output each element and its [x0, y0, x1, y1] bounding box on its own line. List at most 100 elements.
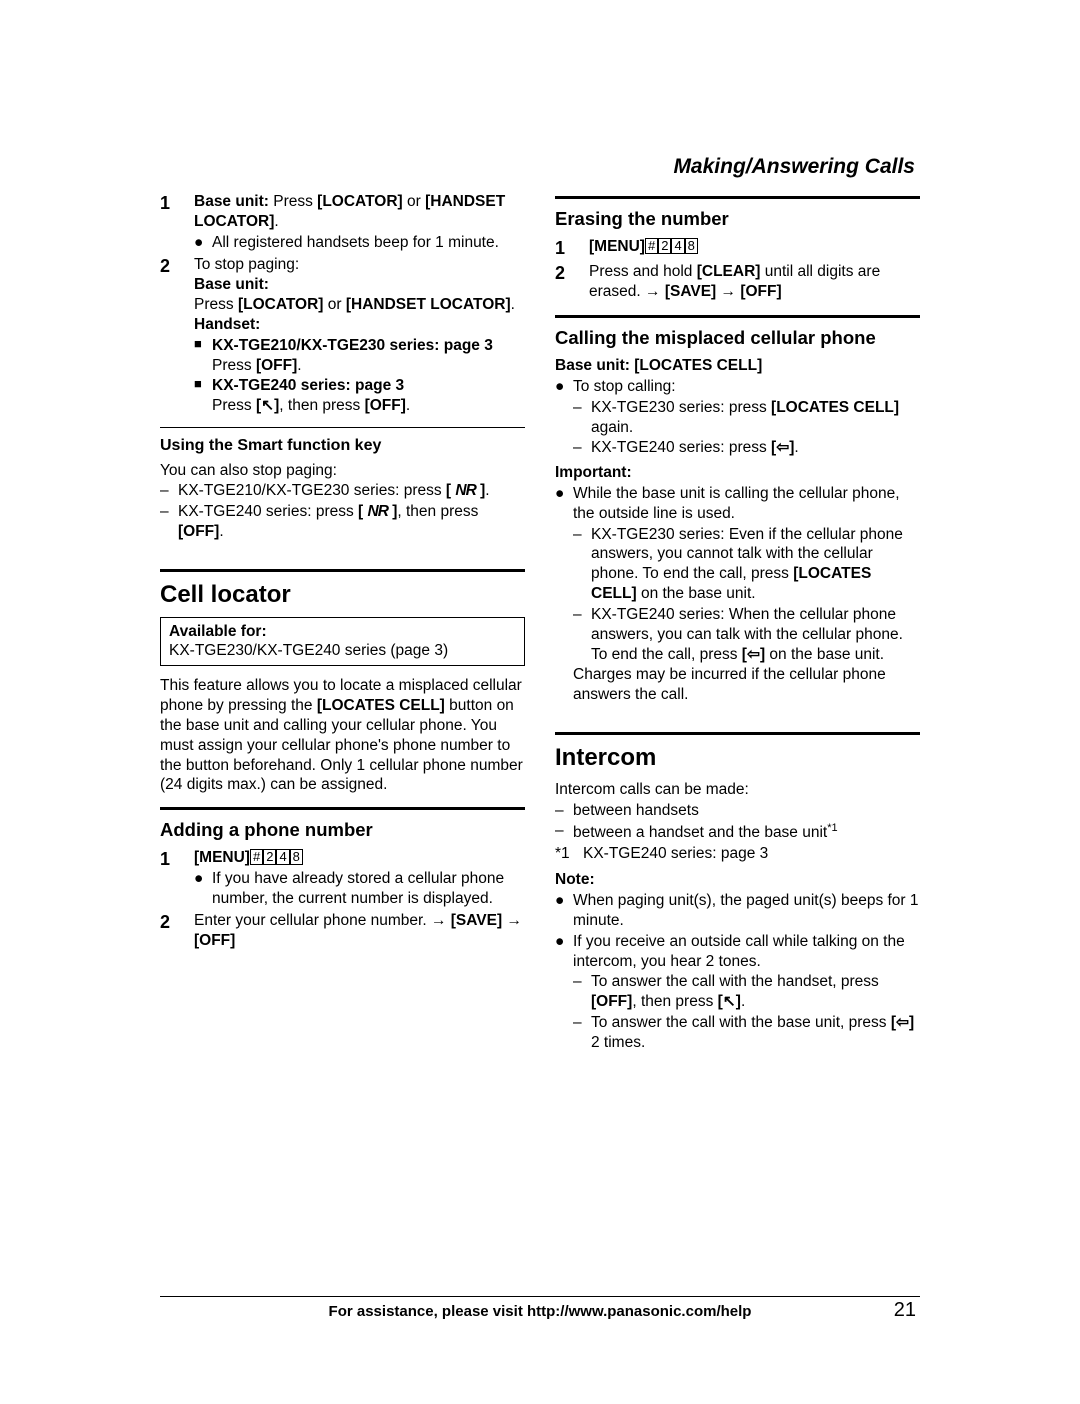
talk-icon: [261, 397, 274, 414]
divider: [160, 427, 525, 428]
talk-icon: [723, 993, 736, 1010]
bullet-mark: ●: [194, 233, 212, 253]
bullet-body: If you receive an outside call while tal…: [573, 932, 920, 1054]
text: When paging unit(s), the paged unit(s) b…: [573, 891, 920, 931]
content-columns: 1 Base unit: Press [LOCATOR] or [HANDSET…: [160, 190, 920, 1055]
step-body: Base unit: Press [LOCATOR] or [HANDSET L…: [194, 192, 525, 253]
square-item: ■ KX-TGE210/KX-TGE230 series: page 3 Pre…: [194, 336, 525, 376]
text: Press and hold: [589, 263, 697, 280]
locator-step-1: 1 Base unit: Press [LOCATOR] or [HANDSET…: [160, 192, 525, 253]
text: Press: [212, 357, 256, 374]
dash-item: – KX-TGE230 series: press [LOCATES CELL]…: [573, 398, 920, 438]
step-body: Press and hold [CLEAR] until all digits …: [589, 262, 920, 302]
text: To stop calling:: [573, 377, 920, 397]
bullet-mark: ●: [555, 484, 573, 705]
arrow-icon: →: [645, 283, 661, 300]
text: .: [219, 523, 223, 540]
text: Enter your cellular phone number.: [194, 912, 431, 929]
handset-label: Handset:: [194, 315, 525, 335]
right-column: Erasing the number 1 [MENU]#248 2 Press …: [555, 190, 920, 1055]
dash-mark: –: [573, 438, 591, 458]
footnote-marker: *1: [555, 844, 583, 864]
text: between handsets: [573, 801, 920, 821]
text: Base unit:: [555, 357, 634, 374]
text: KX-TGE210/KX-TGE230 series: press: [178, 482, 446, 499]
text: .: [485, 482, 489, 499]
text: on the base unit.: [765, 646, 884, 663]
cell-locator-heading: Cell locator: [160, 580, 525, 611]
dash-mark: –: [573, 398, 591, 438]
bullet-item: ● To stop calling: – KX-TGE230 series: p…: [555, 377, 920, 459]
text: To answer the call with the base unit, p…: [591, 1014, 891, 1031]
dash-mark: –: [555, 821, 573, 843]
step-number: 1: [160, 848, 194, 909]
text: .: [794, 439, 798, 456]
left-column: 1 Base unit: Press [LOCATOR] or [HANDSET…: [160, 190, 525, 1055]
locator-step-2: 2 To stop paging: Base unit: Press [LOCA…: [160, 255, 525, 417]
arrow-icon: →: [721, 283, 737, 300]
dash-body: KX-TGE210/KX-TGE230 series: press [ ].: [178, 481, 525, 501]
text: 2 times.: [591, 1034, 645, 1051]
dash-body: KX-TGE240 series: press [].: [591, 438, 920, 458]
square-mark: ■: [194, 336, 212, 376]
erasing-step-1: 1 [MENU]#248: [555, 237, 920, 260]
text: or: [403, 193, 425, 210]
bracket: ]: [476, 482, 485, 499]
key-hash: #: [645, 238, 658, 254]
base-unit-label: Base unit:: [194, 193, 269, 210]
section-rule: [555, 196, 920, 199]
text: Press: [269, 193, 317, 210]
base-unit-line: Base unit: [LOCATES CELL]: [555, 356, 920, 376]
available-for-box: Available for: KX-TGE230/KX-TGE240 serie…: [160, 617, 525, 667]
text: .: [511, 296, 515, 313]
step-number: 2: [160, 255, 194, 417]
text: While the base unit is calling the cellu…: [573, 484, 920, 524]
save-button-label: [SAVE]: [451, 912, 502, 929]
step-body: [MENU]#248 ● If you have already stored …: [194, 848, 525, 909]
bullet-item: ● If you have already stored a cellular …: [194, 869, 525, 909]
adding-step-2: 2 Enter your cellular phone number. → [S…: [160, 911, 525, 951]
adding-step-1: 1 [MENU]#248 ● If you have already store…: [160, 848, 525, 909]
bullet-mark: ●: [194, 869, 212, 909]
nr-icon: [368, 503, 388, 520]
off-button-label: [OFF]: [178, 523, 219, 540]
text: To stop paging:: [194, 255, 525, 275]
locates-cell-button-label: [LOCATES CELL]: [634, 357, 762, 374]
step-number: 2: [160, 911, 194, 951]
dash-mark: –: [160, 502, 178, 542]
dash-body: KX-TGE240 series: When the cellular phon…: [591, 605, 920, 664]
text: KX-TGE240 series: press: [178, 503, 358, 520]
dash-item: – To answer the call with the handset, p…: [573, 972, 920, 1012]
dash-item: – KX-TGE210/KX-TGE230 series: press [ ].: [160, 481, 525, 501]
dash-body: between a handset and the base unit*1: [573, 821, 920, 843]
button-label: [LOCATES CELL]: [317, 697, 445, 714]
page-number: 21: [894, 1299, 916, 1322]
text: KX-TGE230 series: press: [591, 399, 771, 416]
series-label: KX-TGE210/KX-TGE230 series: page 3: [212, 337, 493, 354]
note-label: Note:: [555, 870, 920, 890]
square-item: ■ KX-TGE240 series: page 3 Press [], the…: [194, 376, 525, 416]
adding-number-heading: Adding a phone number: [160, 818, 525, 842]
nr-icon: [455, 482, 475, 499]
text: Press: [194, 296, 238, 313]
key-hash: #: [250, 849, 263, 865]
dash-mark: –: [160, 481, 178, 501]
text: .: [274, 213, 278, 230]
base-unit-label: Base unit:: [194, 275, 525, 295]
erasing-step-2: 2 Press and hold [CLEAR] until all digit…: [555, 262, 920, 302]
step-body: Enter your cellular phone number. → [SAV…: [194, 911, 525, 951]
off-button-label: [OFF]: [256, 357, 297, 374]
footnote-text: KX-TGE240 series: page 3: [583, 844, 768, 864]
text: again.: [591, 419, 633, 436]
footer-assistance-text: For assistance, please visit http://www.…: [160, 1303, 920, 1320]
menu-button-label: [MENU]: [194, 849, 250, 866]
save-button-label: [SAVE]: [665, 283, 716, 300]
key-2: 2: [658, 238, 671, 254]
available-for-text: KX-TGE230/KX-TGE240 series (page 3): [169, 641, 516, 661]
square-body: KX-TGE240 series: page 3 Press [], then …: [212, 376, 525, 416]
dash-body: KX-TGE230 series: press [LOCATES CELL] a…: [591, 398, 920, 438]
step-body: To stop paging: Base unit: Press [LOCATO…: [194, 255, 525, 417]
smart-key-heading: Using the Smart function key: [160, 436, 525, 456]
speaker-icon: [776, 439, 789, 456]
bullet-mark: ●: [555, 932, 573, 1054]
